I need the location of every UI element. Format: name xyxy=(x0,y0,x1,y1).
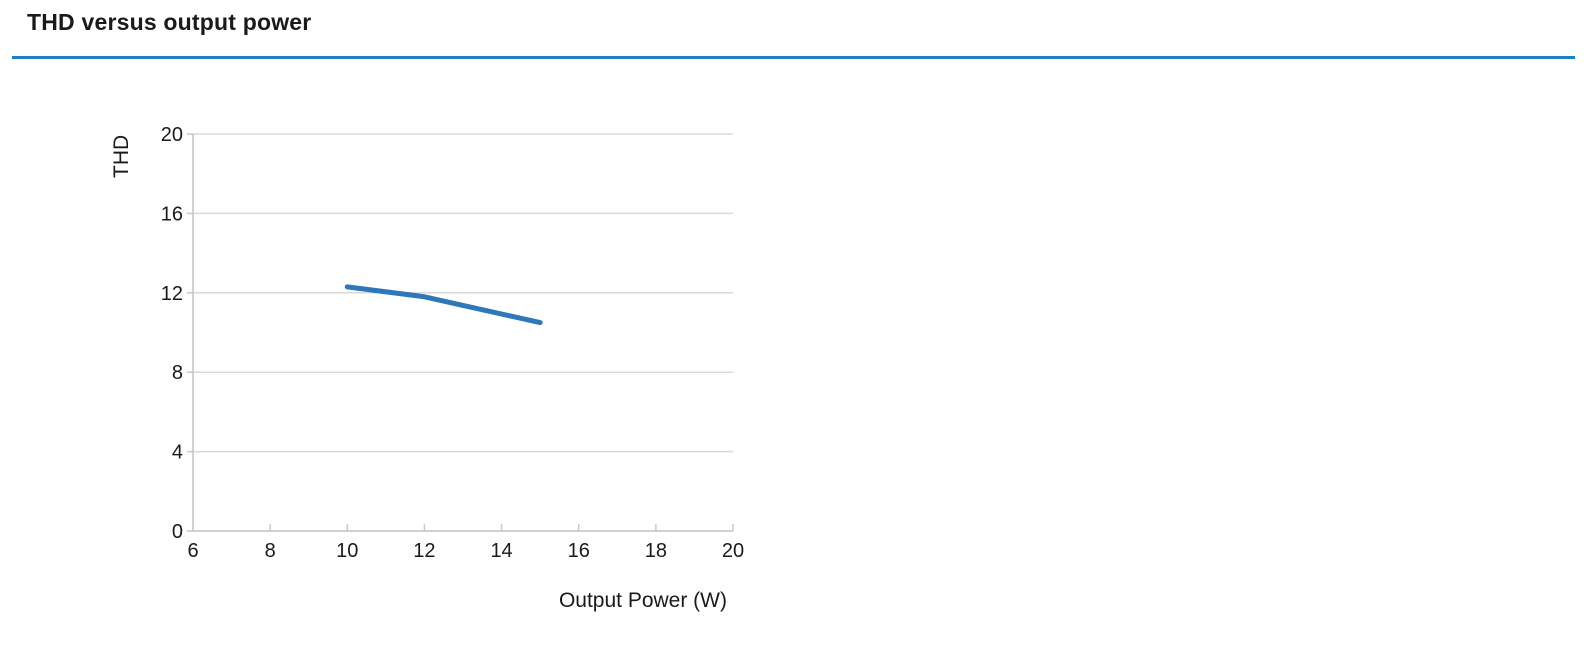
x-tick-label: 10 xyxy=(336,540,358,562)
y-tick-label: 8 xyxy=(172,362,183,384)
x-tick-label: 14 xyxy=(490,540,512,562)
x-axis-label: Output Power (W) xyxy=(559,589,727,612)
x-tick-label: 16 xyxy=(568,540,590,562)
y-axis-label: THD xyxy=(110,135,133,178)
y-tick-label: 20 xyxy=(161,124,183,146)
x-tick-label: 20 xyxy=(722,540,744,562)
y-tick-label: 16 xyxy=(161,203,183,225)
y-tick-label: 4 xyxy=(172,442,183,464)
x-tick-label: 8 xyxy=(265,540,276,562)
y-tick-label: 12 xyxy=(161,283,183,305)
title-rule xyxy=(12,56,1575,59)
page-title: THD versus output power xyxy=(27,9,312,35)
x-tick-label: 12 xyxy=(413,540,435,562)
x-tick-label: 6 xyxy=(187,540,198,562)
thd-series-line xyxy=(344,284,543,326)
y-tick-label: 0 xyxy=(172,521,183,543)
x-tick-label: 18 xyxy=(645,540,667,562)
